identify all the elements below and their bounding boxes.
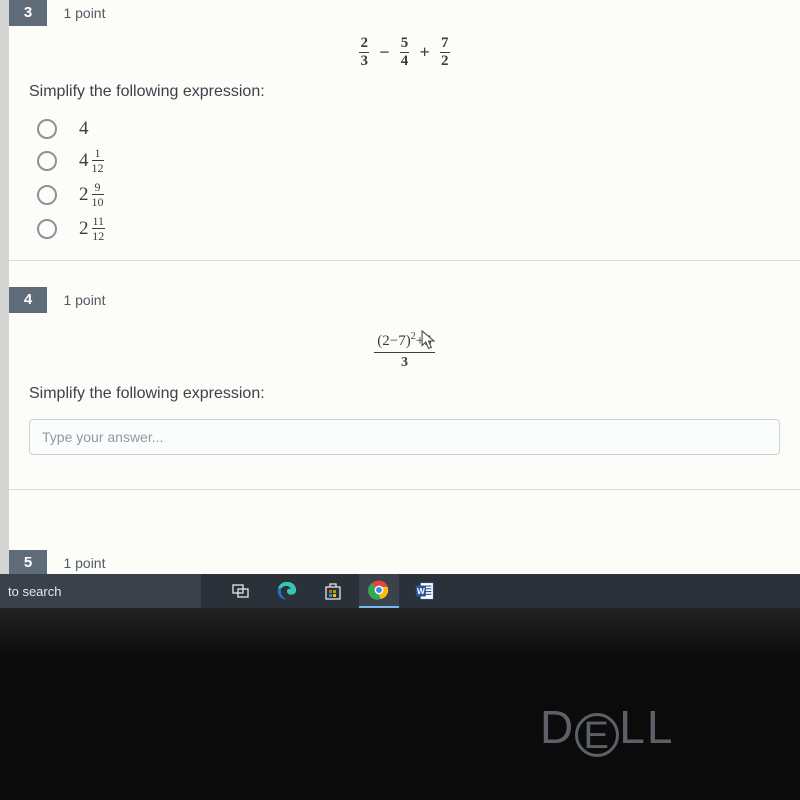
question-4-points: 1 point (63, 292, 105, 308)
question-3-points: 1 point (63, 5, 105, 21)
word-icon[interactable]: W (405, 574, 445, 608)
store-icon[interactable] (313, 574, 353, 608)
question-5-number-badge: 5 (9, 550, 47, 576)
radio-icon (37, 185, 57, 205)
radio-icon (37, 151, 57, 171)
question-4-header: 4 1 point (9, 287, 800, 317)
taskbar-icons: W (221, 574, 445, 608)
svg-text:W: W (417, 587, 425, 596)
option-b-label: 4 112 (79, 147, 104, 174)
question-3-header: 3 1 point (9, 0, 800, 30)
dell-logo: DELL (540, 700, 674, 754)
question-4-number-badge: 4 (9, 287, 47, 313)
question-4: 4 1 point (2−7)2+5 3 Simplify the follow… (9, 261, 800, 455)
quiz-screen: 3 1 point 23 − 54 + 72 Simplify the foll… (0, 0, 800, 608)
screen-glare (0, 608, 800, 658)
taskbar-search[interactable]: to search (0, 574, 201, 608)
content-area: 3 1 point 23 − 54 + 72 Simplify the foll… (0, 0, 800, 580)
question-5-points: 1 point (63, 555, 105, 571)
question-4-expression: (2−7)2+5 3 (9, 331, 800, 371)
edge-icon[interactable] (267, 574, 307, 608)
option-c[interactable]: 2 910 (37, 181, 800, 208)
radio-icon (37, 219, 57, 239)
taskbar: to search (0, 574, 800, 608)
question-3-prompt: Simplify the following expression: (9, 79, 800, 111)
question-3-options: 4 4 112 2 910 (9, 118, 800, 242)
question-4-prompt: Simplify the following expression: (9, 381, 800, 413)
option-b[interactable]: 4 112 (37, 147, 800, 174)
question-3-expression: 23 − 54 + 72 (9, 36, 800, 69)
radio-icon (37, 119, 57, 139)
question-5: 5 1 point (9, 490, 800, 580)
task-view-icon[interactable] (221, 574, 261, 608)
question-3-number-badge: 3 (9, 0, 47, 26)
option-a-label: 4 (79, 118, 92, 140)
answer-wrap (9, 413, 800, 455)
answer-input[interactable] (29, 419, 780, 455)
question-3: 3 1 point 23 − 54 + 72 Simplify the foll… (9, 0, 800, 242)
option-c-label: 2 910 (79, 181, 104, 208)
option-d-label: 2 1112 (79, 215, 105, 242)
option-a[interactable]: 4 (37, 118, 800, 140)
chrome-icon[interactable] (359, 574, 399, 608)
option-d[interactable]: 2 1112 (37, 215, 800, 242)
